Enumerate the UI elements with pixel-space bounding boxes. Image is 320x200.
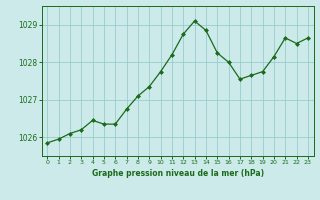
X-axis label: Graphe pression niveau de la mer (hPa): Graphe pression niveau de la mer (hPa) [92, 169, 264, 178]
